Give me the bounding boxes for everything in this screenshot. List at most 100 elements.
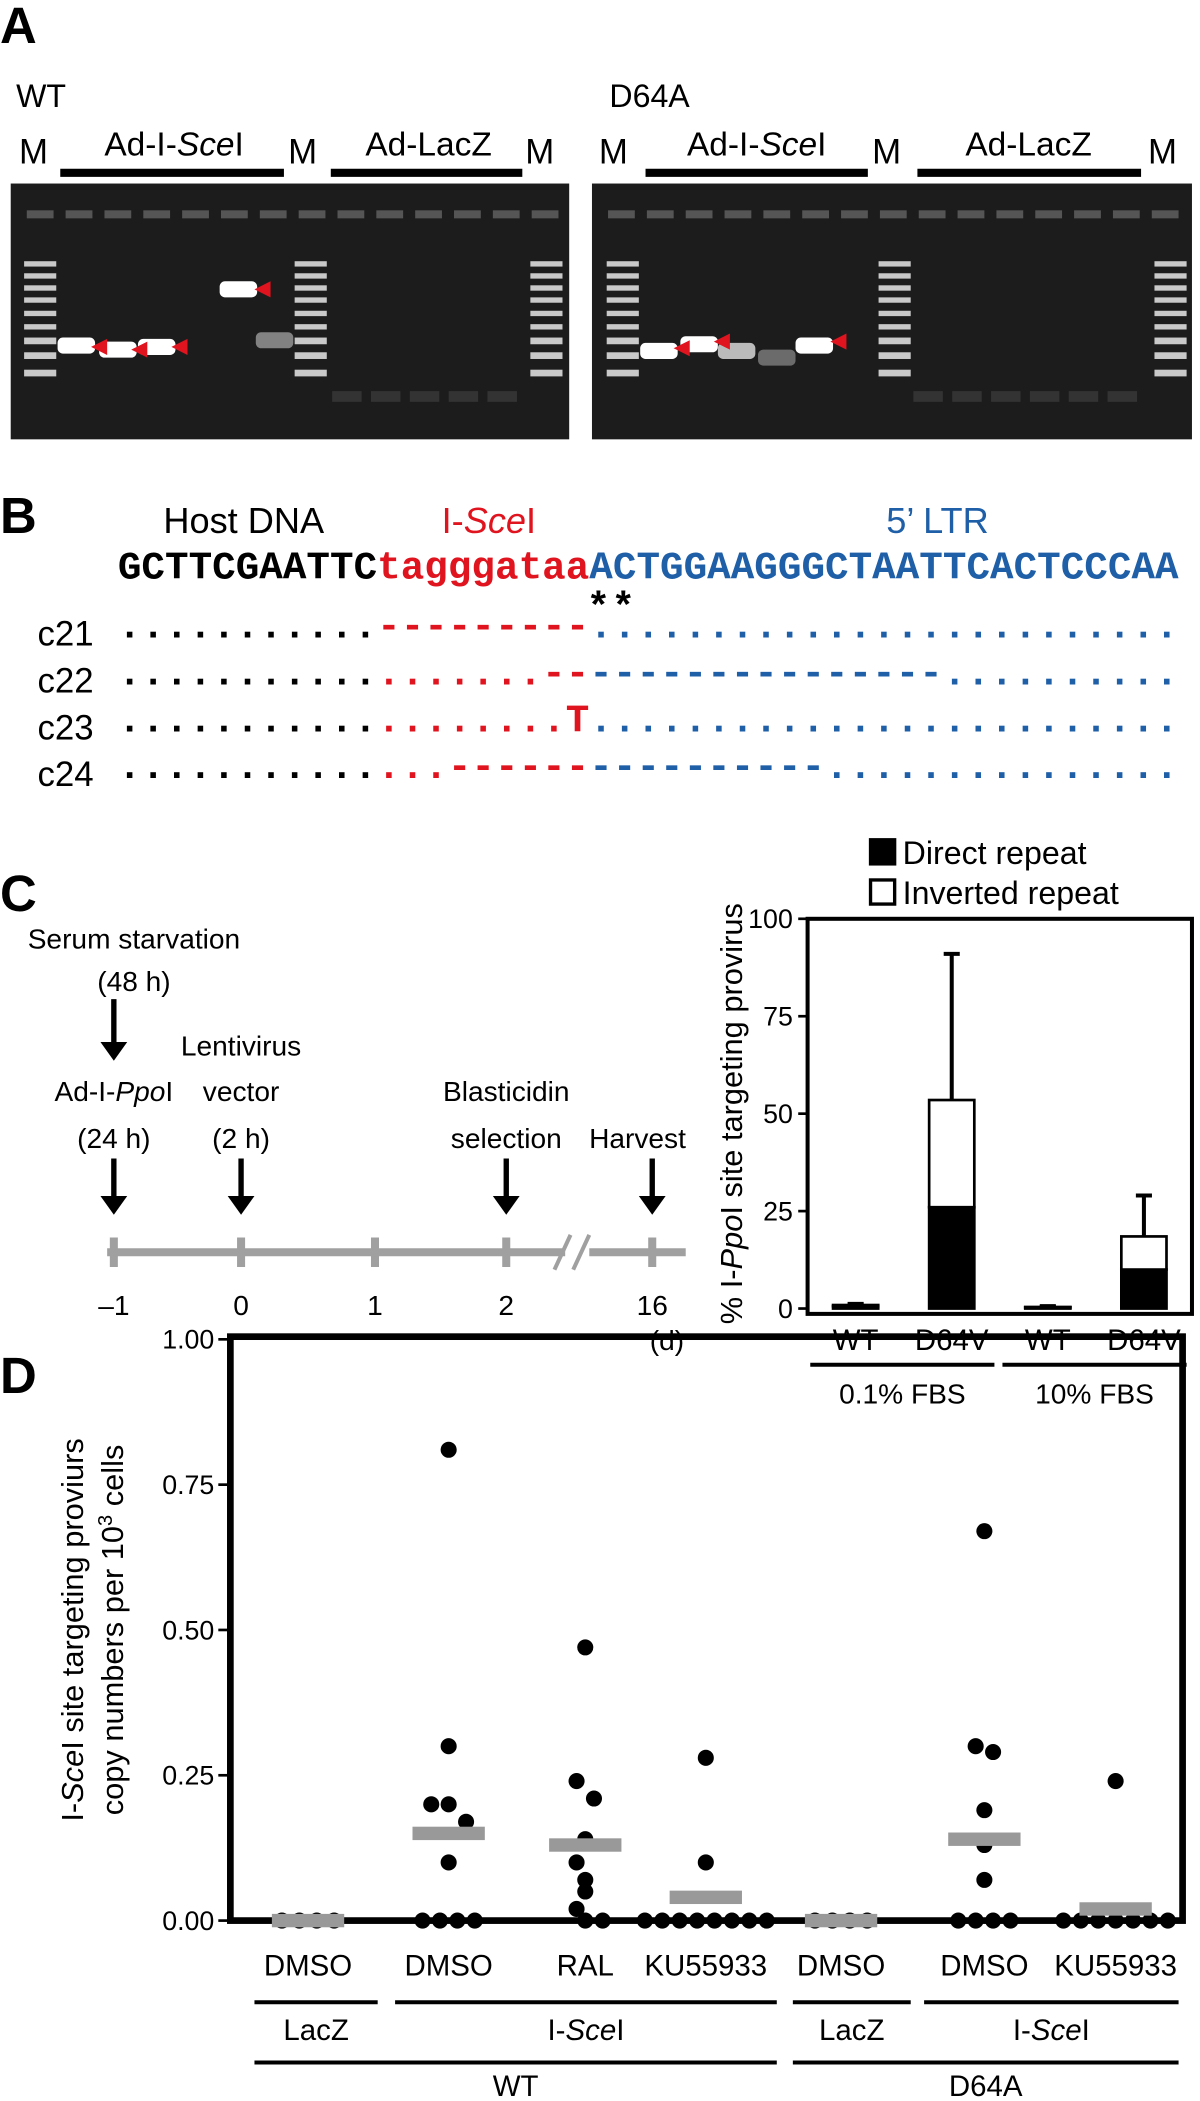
ladder-band (24, 352, 57, 359)
data-point (577, 1639, 594, 1656)
dna-band (640, 342, 678, 359)
timeline-event-label: Serum starvation (28, 923, 240, 954)
ladder-band (530, 310, 563, 317)
dna-band (795, 337, 834, 354)
data-point (985, 1743, 1002, 1761)
ladder-band (606, 369, 639, 377)
sequence-part: ----------............... (589, 745, 1178, 790)
mean-bar (948, 1832, 1021, 1846)
text-part: Sce (464, 500, 526, 541)
gel-well (724, 210, 752, 219)
mean-bar (271, 1913, 345, 1928)
data-point (1159, 1912, 1176, 1929)
text-part: Harvest (589, 1123, 686, 1154)
arrow-head (227, 1196, 255, 1215)
text-part: (24 h) (77, 1123, 150, 1154)
ladder-band (878, 297, 911, 303)
primer-smear (409, 391, 440, 402)
ladder-band (24, 337, 57, 345)
data-point (1142, 1912, 1159, 1929)
gel-well (1112, 210, 1140, 219)
ladder-band (1154, 337, 1187, 345)
error-bar (847, 1301, 864, 1306)
ladder-band (24, 285, 57, 291)
timeline-event-label: Blasticidin (443, 1076, 570, 1107)
data-point (1002, 1912, 1019, 1929)
text-part: 3 (95, 1515, 117, 1526)
x-tick-label: WT (1025, 1324, 1071, 1357)
data-point (440, 1738, 457, 1755)
x-tick-label: DMSO (264, 1949, 352, 1982)
text-part: % I- (714, 1269, 749, 1324)
primer-smear (1068, 391, 1099, 402)
timeline-event-label: Ad-I-PpoI (54, 1076, 173, 1107)
primer-smear (448, 391, 479, 402)
y-tick-label: 50 (763, 1099, 793, 1129)
ladder-band (530, 337, 563, 345)
y-tick-label: 0.50 (162, 1615, 214, 1645)
text-part: Ad-I- (54, 1076, 115, 1107)
gel-well (802, 210, 830, 219)
data-point (697, 1749, 714, 1766)
dna-band (255, 332, 294, 349)
data-point (976, 1871, 993, 1888)
data-point (440, 1854, 457, 1871)
text-part: Ad-LacZ (365, 126, 492, 163)
ladder-band (1154, 310, 1187, 317)
data-point (431, 1912, 448, 1929)
band-arrow (131, 341, 148, 358)
timeline-tick-label: –1 (98, 1290, 129, 1321)
ladder-band (294, 261, 327, 267)
data-point (568, 1900, 585, 1917)
text-part: Ppo (714, 1215, 749, 1270)
bar (1119, 1235, 1168, 1271)
ladder-band (1154, 285, 1187, 291)
axis-break (552, 1234, 592, 1271)
gel-well (531, 210, 559, 219)
gel-well (104, 210, 132, 219)
data-point (594, 1912, 611, 1929)
error-bar (1039, 1304, 1056, 1309)
text-part: Sce (1031, 2014, 1082, 2047)
clone-label: c23 (38, 708, 94, 747)
band-arrow (673, 340, 690, 357)
y-axis-label: % I-PpoI site targeting provirus (714, 903, 749, 1324)
primer-smear (332, 391, 362, 402)
y-tick-label: 0.25 (162, 1761, 214, 1791)
ladder-band (530, 369, 563, 377)
bar (1119, 1268, 1168, 1310)
mean-bar (669, 1890, 742, 1905)
ladder-band (294, 369, 327, 377)
timeline-event-label: (48 h) (97, 966, 170, 997)
data-point (741, 1912, 758, 1929)
sequence-part: ........... (118, 651, 377, 696)
dna-band (99, 341, 137, 358)
timeline-unit: (d) (650, 1325, 684, 1356)
x-tick-label: KU55933 (1054, 1949, 1177, 1982)
ladder-band (1154, 324, 1187, 330)
data-point (1055, 1912, 1072, 1929)
legend-label: Inverted repeat (903, 875, 1119, 911)
data-point (758, 1912, 775, 1929)
sequence-part: ACTGGAAGGGCTAATTCACTCCCAA (589, 546, 1179, 591)
panel-letter: B (0, 487, 37, 544)
gel-well (1035, 210, 1063, 219)
text-part: vector (203, 1076, 280, 1107)
ladder-band (1154, 352, 1187, 359)
x-tick-label: D64V (1107, 1324, 1181, 1357)
ladder-band (530, 324, 563, 330)
band-arrow (171, 338, 188, 355)
gel-well (376, 210, 404, 219)
data-point (967, 1738, 984, 1755)
ladder-band (1154, 261, 1187, 267)
text-part: I- (442, 500, 464, 541)
text-part: Sce (177, 126, 235, 163)
ladder-band (24, 261, 57, 267)
gel-well (182, 210, 209, 219)
group-label: LacZ (283, 2014, 348, 2047)
lane-group-label: Ad-LacZ (965, 126, 1092, 163)
y-tick-label: 0.75 (162, 1470, 214, 1500)
data-point (706, 1912, 723, 1929)
mean-bar (549, 1838, 622, 1852)
